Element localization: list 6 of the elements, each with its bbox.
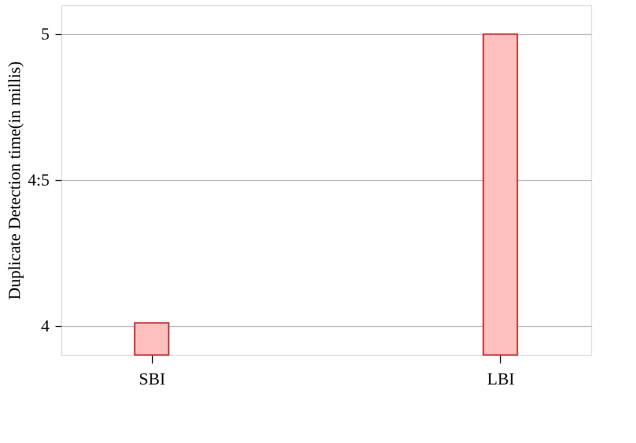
y-tick-label: 4:5 xyxy=(28,170,50,190)
y-tick-label: 4 xyxy=(41,316,50,336)
x-tick-label: LBI xyxy=(487,370,515,388)
y-tick-label: 5 xyxy=(41,24,50,44)
x-tick-label: SBI xyxy=(138,370,166,388)
y-axis-title: Duplicate Detection time(in millis) xyxy=(4,61,24,300)
